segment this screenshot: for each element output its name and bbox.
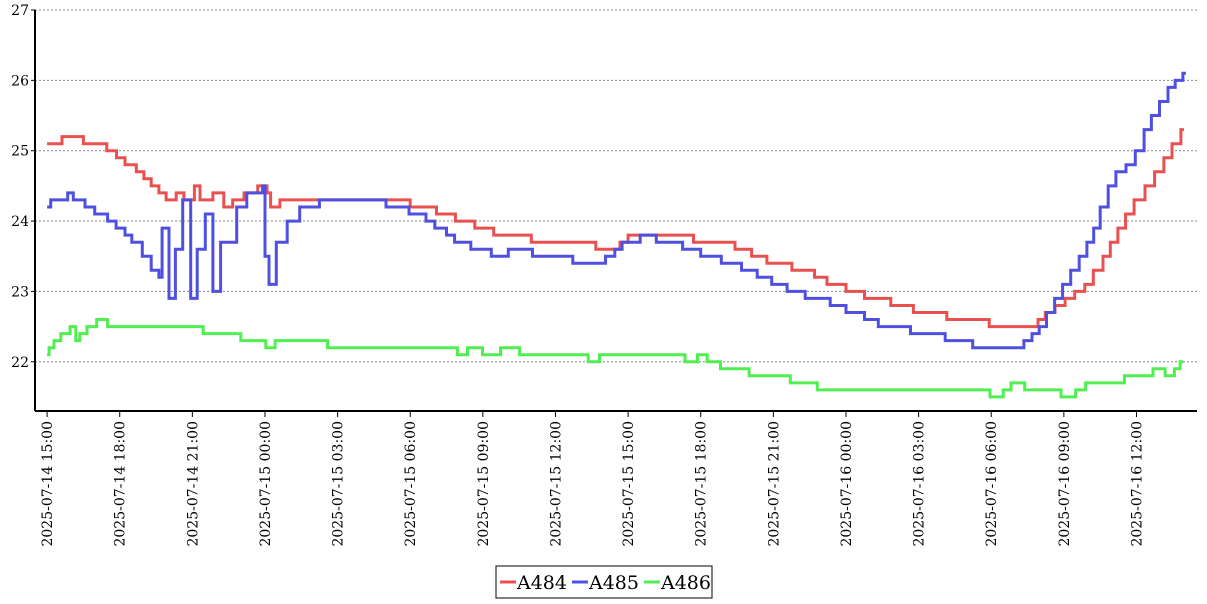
x-tick-label: 2025-07-14 21:00 [185, 421, 201, 547]
series-lines [47, 71, 1186, 399]
grid-lines [35, 9, 1197, 363]
x-tick-label: 2025-07-15 09:00 [476, 421, 492, 547]
y-tick-label: 25 [11, 144, 29, 160]
x-tick-label: 2025-07-16 00:00 [839, 421, 855, 547]
x-tick-label: 2025-07-15 06:00 [403, 421, 419, 547]
y-tick-label: 24 [11, 214, 29, 230]
x-tick-label: 2025-07-16 06:00 [984, 421, 1000, 547]
series-line-a484 [47, 128, 1184, 329]
y-axis-ticks: 22 23 24 25 26 27 [11, 3, 35, 371]
x-tick-label: 2025-07-15 12:00 [548, 421, 564, 547]
legend-label-a486: A486 [660, 572, 711, 594]
x-tick-label: 2025-07-15 18:00 [694, 421, 710, 547]
axes [34, 10, 1197, 412]
x-axis-ticks: 2025-07-14 15:00 2025-07-14 18:00 2025-07-… [40, 411, 1145, 547]
legend-label-a484: A484 [516, 572, 567, 594]
y-tick-label: 22 [11, 355, 29, 371]
y-tick-label: 26 [11, 73, 29, 89]
legend-label-a485: A485 [588, 572, 639, 594]
x-tick-label: 2025-07-14 18:00 [113, 421, 129, 547]
legend-box [495, 565, 713, 599]
x-tick-label: 2025-07-16 03:00 [912, 421, 928, 547]
y-tick-label: 23 [11, 284, 29, 300]
series-line-a486 [47, 318, 1184, 399]
x-tick-label: 2025-07-15 03:00 [331, 421, 347, 547]
x-tick-label: 2025-07-15 21:00 [766, 421, 782, 547]
x-tick-label: 2025-07-16 09:00 [1057, 421, 1073, 547]
legend: A484 A485 A486 [495, 565, 713, 599]
series-line-a485 [47, 71, 1186, 350]
x-tick-label: 2025-07-14 15:00 [40, 421, 56, 547]
y-tick-label: 27 [11, 3, 29, 19]
x-tick-label: 2025-07-15 00:00 [258, 421, 274, 547]
x-tick-label: 2025-07-16 12:00 [1129, 421, 1145, 547]
x-tick-label: 2025-07-15 15:00 [621, 421, 637, 547]
